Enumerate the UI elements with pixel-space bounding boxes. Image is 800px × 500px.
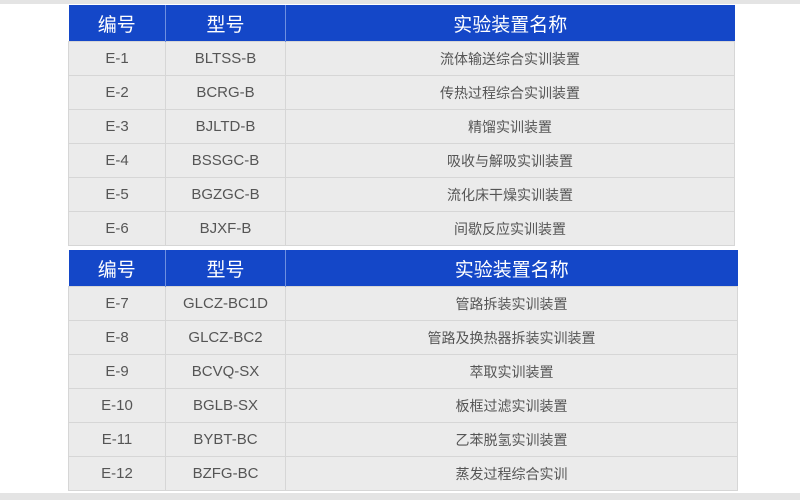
cell-model: BLTSS-B: [165, 41, 286, 76]
cell-id: E-9: [68, 354, 166, 389]
cell-name: 蒸发过程综合实训: [285, 456, 738, 491]
cell-id: E-8: [68, 320, 166, 355]
cell-id: E-4: [68, 143, 166, 178]
cell-name: 流体输送综合实训装置: [285, 41, 735, 76]
cell-model: BJXF-B: [165, 211, 286, 246]
cell-name: 间歇反应实训装置: [285, 211, 735, 246]
cell-name: 管路拆装实训装置: [285, 286, 738, 321]
cell-id: E-7: [68, 286, 166, 321]
header-model: 型号: [165, 250, 286, 287]
cell-model: BZFG-BC: [165, 456, 286, 491]
table-row: E-11 BYBT-BC 乙苯脱氢实训装置: [68, 422, 738, 457]
table-row: E-4 BSSGC-B 吸收与解吸实训装置: [68, 143, 735, 178]
header-model: 型号: [165, 5, 286, 42]
equipment-table-1: 编号 型号 实验装置名称 E-1 BLTSS-B 流体输送综合实训装置 E-2 BCRG…: [68, 5, 735, 246]
cell-model: BYBT-BC: [165, 422, 286, 457]
cell-model: BGLB-SX: [165, 388, 286, 423]
table-row: E-9 BCVQ-SX 萃取实训装置: [68, 354, 738, 389]
cell-id: E-12: [68, 456, 166, 491]
top-border: [0, 0, 800, 4]
table-row: E-8 GLCZ-BC2 管路及换热器拆装实训装置: [68, 320, 738, 355]
bottom-border: [0, 493, 800, 500]
cell-model: BCVQ-SX: [165, 354, 286, 389]
cell-name: 萃取实训装置: [285, 354, 738, 389]
cell-id: E-6: [68, 211, 166, 246]
header-name: 实验装置名称: [285, 250, 738, 287]
table-row: E-10 BGLB-SX 板框过滤实训装置: [68, 388, 738, 423]
cell-model: GLCZ-BC2: [165, 320, 286, 355]
cell-name: 乙苯脱氢实训装置: [285, 422, 738, 457]
cell-name: 传热过程综合实训装置: [285, 75, 735, 110]
cell-name: 吸收与解吸实训装置: [285, 143, 735, 178]
cell-name: 管路及换热器拆装实训装置: [285, 320, 738, 355]
table-row: E-2 BCRG-B 传热过程综合实训装置: [68, 75, 735, 110]
cell-id: E-2: [68, 75, 166, 110]
equipment-table-2: 编号 型号 实验装置名称 E-7 GLCZ-BC1D 管路拆装实训装置 E-8 GLCZ…: [68, 250, 738, 491]
cell-id: E-11: [68, 422, 166, 457]
header-id: 编号: [68, 250, 166, 287]
cell-name: 精馏实训装置: [285, 109, 735, 144]
cell-model: GLCZ-BC1D: [165, 286, 286, 321]
cell-id: E-3: [68, 109, 166, 144]
table-row: E-5 BGZGC-B 流化床干燥实训装置: [68, 177, 735, 212]
cell-model: BJLTD-B: [165, 109, 286, 144]
table-row: E-3 BJLTD-B 精馏实训装置: [68, 109, 735, 144]
table-row: E-7 GLCZ-BC1D 管路拆装实训装置: [68, 286, 738, 321]
cell-model: BCRG-B: [165, 75, 286, 110]
cell-id: E-1: [68, 41, 166, 76]
cell-id: E-10: [68, 388, 166, 423]
cell-name: 板框过滤实训装置: [285, 388, 738, 423]
cell-name: 流化床干燥实训装置: [285, 177, 735, 212]
cell-id: E-5: [68, 177, 166, 212]
table-row: E-12 BZFG-BC 蒸发过程综合实训: [68, 456, 738, 491]
table-header: 编号 型号 实验装置名称: [68, 250, 738, 287]
table-row: E-6 BJXF-B 间歇反应实训装置: [68, 211, 735, 246]
cell-model: BGZGC-B: [165, 177, 286, 212]
header-id: 编号: [68, 5, 166, 42]
header-name: 实验装置名称: [285, 5, 735, 42]
table-header: 编号 型号 实验装置名称: [68, 5, 735, 42]
cell-model: BSSGC-B: [165, 143, 286, 178]
table-row: E-1 BLTSS-B 流体输送综合实训装置: [68, 41, 735, 76]
